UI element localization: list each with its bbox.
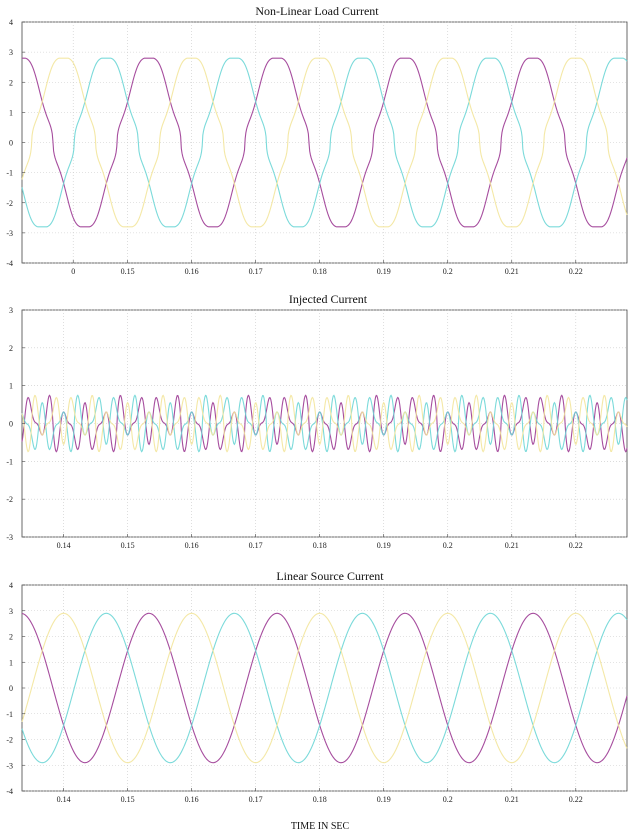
y-tick-label: -2 — [6, 199, 13, 208]
x-tick-label: 0.14 — [57, 795, 71, 804]
x-tick-label: 0.21 — [505, 795, 519, 804]
x-tick-label: 0.14 — [57, 541, 71, 550]
series-line-1 — [21, 612, 628, 764]
y-tick-label: 2 — [9, 344, 13, 353]
series-line-2 — [21, 612, 628, 764]
x-tick-label: 0.18 — [313, 267, 327, 276]
plot-title: Linear Source Current — [276, 569, 384, 583]
x-tick-label: 0.16 — [185, 267, 199, 276]
x-tick-label: 0.2 — [443, 541, 453, 550]
series-line-1 — [21, 394, 628, 453]
y-tick-label: -1 — [6, 169, 13, 178]
x-tick-label: 0.15 — [121, 267, 135, 276]
x-tick-label: 0.19 — [377, 795, 391, 804]
x-tick-label: 0.22 — [569, 541, 583, 550]
x-tick-label: 0.22 — [569, 267, 583, 276]
x-tick-label: 0.22 — [569, 795, 583, 804]
x-tick-label: 0.19 — [377, 267, 391, 276]
x-tick-label: 0.18 — [313, 795, 327, 804]
series-line-3 — [21, 612, 628, 764]
x-tick-label: 0.17 — [249, 541, 263, 550]
x-tick-label: 0.19 — [377, 541, 391, 550]
y-tick-label: 0 — [9, 139, 13, 148]
x-tick-label: 0.21 — [505, 541, 519, 550]
x-tick-label: 0.17 — [249, 795, 263, 804]
y-tick-label: -1 — [6, 457, 13, 466]
y-tick-label: -2 — [6, 495, 13, 504]
y-tick-label: 3 — [9, 48, 13, 57]
y-tick-label: 4 — [9, 18, 13, 27]
y-tick-label: 3 — [9, 306, 13, 315]
plot-linear-source-current: Linear Source Current 0.14 0.15 0.16 0.17 0.… — [6, 569, 628, 804]
x-tick-label: 0.21 — [505, 267, 519, 276]
y-tick-label: 1 — [9, 382, 13, 391]
y-tick-label: -2 — [6, 736, 13, 745]
y-tick-label: 3 — [9, 607, 13, 616]
x-tick-label: 0.16 — [185, 541, 199, 550]
x-tick-label: 0.2 — [443, 795, 453, 804]
y-tick-label: 2 — [9, 633, 13, 642]
series-line-2 — [21, 394, 628, 453]
y-tick-label: 4 — [9, 581, 13, 590]
y-tick-label: -4 — [6, 259, 13, 268]
y-tick-label: -1 — [6, 710, 13, 719]
x-tick-label: 0 — [71, 267, 75, 276]
y-tick-label: -3 — [6, 229, 13, 238]
x-tick-label: 0.15 — [121, 795, 135, 804]
plot-injected-current: Injected Current 0.14 0.15 0.16 0.17 0.18 0.1… — [6, 292, 628, 550]
x-tick-label: 0.17 — [249, 267, 263, 276]
x-axis-label: TIME IN SEC — [291, 821, 350, 832]
series-line-2 — [21, 57, 628, 228]
y-tick-label: 0 — [9, 684, 13, 693]
x-tick-label: 0.2 — [443, 267, 453, 276]
y-tick-label: 2 — [9, 78, 13, 87]
x-tick-label: 0.18 — [313, 541, 327, 550]
plot-title: Injected Current — [289, 292, 368, 306]
y-tick-label: 0 — [9, 420, 13, 429]
series-line-3 — [21, 394, 628, 453]
y-tick-label: -3 — [6, 761, 13, 770]
series-line-1 — [22, 57, 628, 228]
y-tick-label: -3 — [6, 533, 13, 542]
x-tick-label: 0.15 — [121, 541, 135, 550]
plot-nonlinear-load-current: Non-Linear Load Current 0 0.15 0.16 0.17 0.1… — [6, 4, 628, 276]
y-tick-label: 1 — [9, 108, 13, 117]
plot-title: Non-Linear Load Current — [255, 4, 379, 18]
x-tick-label: 0.16 — [185, 795, 199, 804]
y-tick-label: -4 — [6, 787, 13, 796]
y-tick-label: 1 — [9, 658, 13, 667]
series-line-3 — [21, 57, 628, 228]
